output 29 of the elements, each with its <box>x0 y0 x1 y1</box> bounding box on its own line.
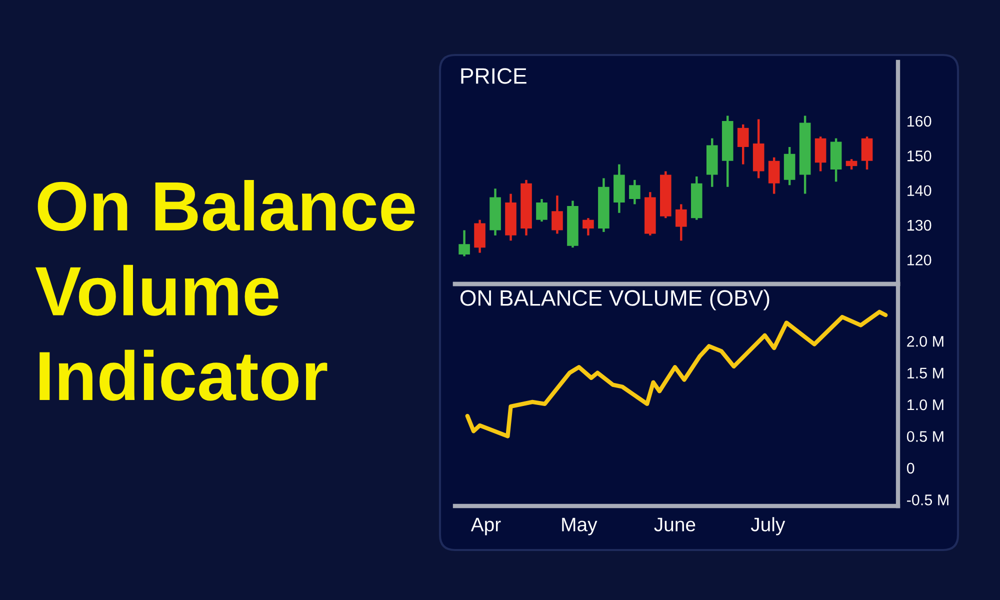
candlestick <box>629 178 640 206</box>
y-tick-label: -0.5 M <box>907 494 948 506</box>
candlestick <box>536 198 548 223</box>
y-tick-label: 1.0 M <box>908 399 944 410</box>
candlestick <box>675 203 687 242</box>
y-tick-label: 1.5 M <box>908 368 944 378</box>
candlestick <box>846 158 858 171</box>
candlestick <box>737 123 749 166</box>
x-tick-label: July <box>750 517 786 536</box>
candlestick <box>861 135 873 171</box>
x-tick-label: May <box>562 518 598 536</box>
y-tick-label: 0 <box>906 462 914 474</box>
x-tick-label: Apr <box>470 518 501 536</box>
y-tick-label: 160 <box>908 116 932 127</box>
y-tick-label: 120 <box>908 254 932 266</box>
y-tick-label: 2.0 M <box>907 336 944 347</box>
y-tick-label: 150 <box>908 150 932 162</box>
y-tick-label: 0.5 M <box>906 431 944 442</box>
x-tick-label: June <box>654 518 696 532</box>
text: On Balance Volume Indicator <box>35 180 415 401</box>
line-series <box>465 310 888 438</box>
y-tick-label: 140 <box>908 185 932 196</box>
candlestick <box>552 194 563 235</box>
y-tick-label: 130 <box>908 220 932 231</box>
chart-title: PRICE <box>461 68 526 84</box>
candlestick <box>582 216 594 237</box>
chart-title: ON BALANCE VOLUME (OBV) <box>460 290 770 310</box>
candlestick <box>768 156 780 195</box>
candlestick <box>458 229 470 258</box>
